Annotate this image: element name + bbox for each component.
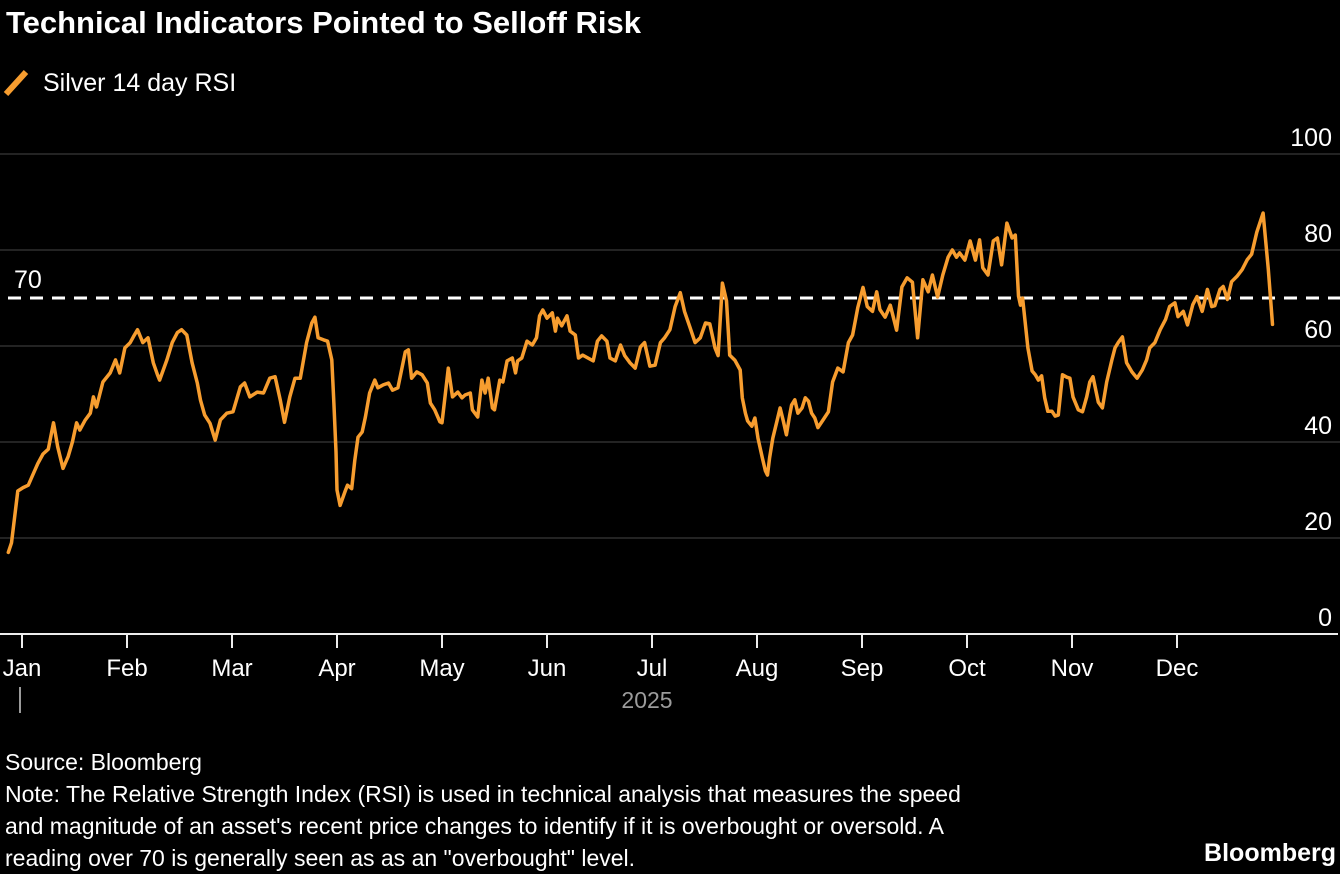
y-tick-label: 20	[1304, 508, 1332, 536]
year-label: 2025	[621, 687, 672, 713]
x-tick-label: Jun	[528, 655, 567, 682]
y-tick-label: 0	[1318, 604, 1332, 632]
legend: Silver 14 day RSI	[2, 68, 236, 98]
y-tick-label: 80	[1304, 220, 1332, 248]
y-tick-label: 60	[1304, 316, 1332, 344]
x-tick-label: Dec	[1156, 655, 1199, 682]
x-tick-label: Aug	[736, 655, 779, 682]
x-tick-label: Nov	[1051, 655, 1094, 682]
y-tick-label: 100	[1290, 124, 1332, 152]
x-tick-label: Jul	[637, 655, 668, 682]
bloomberg-logo: Bloomberg	[1204, 839, 1336, 867]
legend-label: Silver 14 day RSI	[43, 68, 237, 97]
note-line-2: and magnitude of an asset's recent price…	[5, 813, 944, 839]
legend-slash-icon	[3, 69, 29, 97]
x-tick-label: Feb	[106, 655, 147, 682]
chart-title: Technical Indicators Pointed to Selloff …	[6, 5, 642, 40]
x-tick-label: Mar	[211, 655, 252, 682]
note-line-3: reading over 70 is generally seen as as …	[5, 845, 636, 871]
source-line: Source: Bloomberg	[5, 749, 202, 775]
rsi-chart-svg: 0 20 40 60 80 100 70 Jan Feb Mar Apr May Jun Jul Aug Se…	[0, 124, 1340, 713]
x-tick-label: Jan	[3, 655, 42, 682]
overbought-threshold-label: 70	[14, 266, 42, 294]
rsi-line-series	[6, 211, 1275, 555]
x-tick-label: Sep	[841, 655, 884, 682]
x-tick-label: Oct	[948, 655, 986, 682]
x-tick-label: Apr	[318, 655, 355, 682]
note-line-1: Note: The Relative Strength Index (RSI) …	[5, 781, 961, 807]
y-tick-label: 40	[1304, 412, 1332, 440]
x-tick-label: May	[419, 655, 464, 682]
